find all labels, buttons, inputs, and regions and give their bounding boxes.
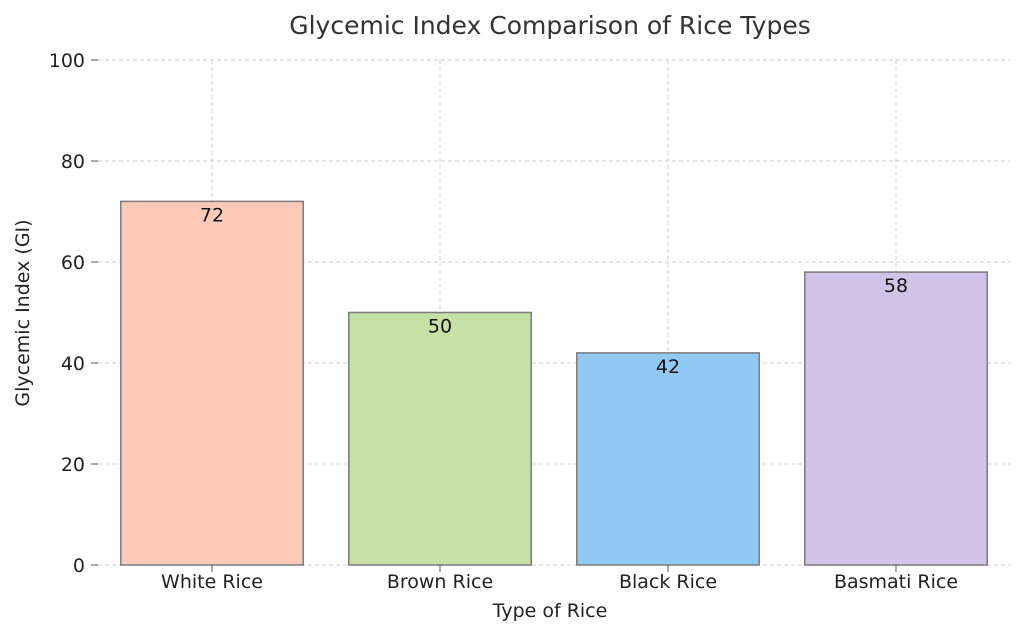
x-tick-label: White Rice [161,571,263,593]
y-tick-label: 60 [61,252,85,274]
y-tick-label: 100 [49,50,85,72]
bar-black-rice [575,352,760,566]
data-label: 58 [884,275,908,297]
bar-basmati-rice [803,271,988,566]
data-label: 50 [428,316,452,338]
data-label: 42 [656,356,680,378]
x-tick-label: Black Rice [619,571,717,593]
chart-title: Glycemic Index Comparison of Rice Types [289,11,811,40]
y-axis-label: Glycemic Index (GI) [12,219,34,406]
bars [120,200,988,566]
bar-white-rice [120,200,304,566]
y-tick-label: 40 [61,353,85,375]
y-tick-label: 20 [61,454,85,476]
y-axis: 0 20 40 60 80 100 [49,50,98,577]
x-tick-label: Brown Rice [387,571,493,593]
y-tick-label: 80 [61,151,85,173]
y-tick-label: 0 [73,555,85,577]
data-labels: 72 50 42 58 [200,204,908,378]
x-axis: White Rice Brown Rice Black Rice Basmati Ri… [161,565,958,593]
data-label: 72 [200,204,224,226]
x-tick-label: Basmati Rice [834,571,958,593]
x-axis-label: Type of Rice [492,600,608,622]
bar-brown-rice [347,311,532,566]
